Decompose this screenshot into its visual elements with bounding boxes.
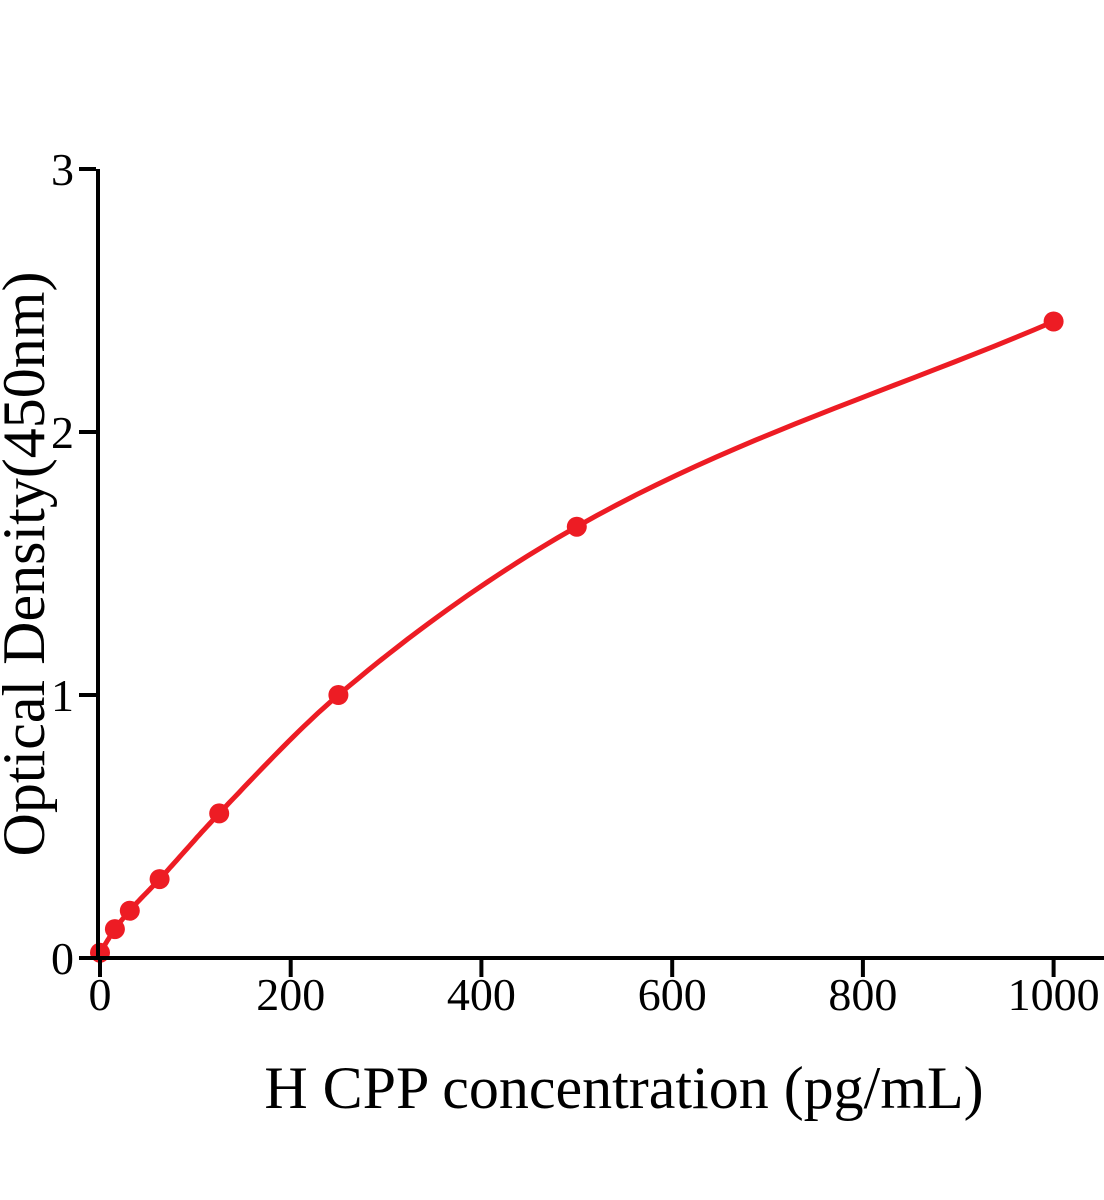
data-series-layer <box>90 311 1064 963</box>
data-point <box>328 685 349 705</box>
y-tick-label: 0 <box>51 933 74 984</box>
axis-lines <box>96 169 1104 960</box>
y-tick-label: 2 <box>51 407 74 458</box>
data-point <box>566 516 587 537</box>
x-tick-label: 200 <box>256 969 325 1020</box>
data-point <box>119 900 140 921</box>
series-line <box>97 319 1057 956</box>
y-tick-label: 3 <box>51 144 74 195</box>
x-axis-title: H CPP concentration (pg/mL) <box>264 1055 983 1121</box>
y-axis-title: Optical Density(450nm) <box>0 272 57 857</box>
y-tick-label: 1 <box>51 670 74 721</box>
x-tick-label: 0 <box>89 969 112 1020</box>
tick-labels-layer: 0 1 2 3 0 200 400 600 800 1000 <box>51 144 1100 1020</box>
data-point <box>1043 311 1064 332</box>
data-point <box>104 919 125 940</box>
x-tick-label: 800 <box>828 969 897 1020</box>
x-tick-label: 600 <box>638 969 707 1020</box>
x-tick-label: 400 <box>447 969 516 1020</box>
axis-ticks-layer <box>79 167 1056 977</box>
data-point <box>209 803 230 824</box>
x-tick-label: 1000 <box>1008 969 1100 1020</box>
axes-layer <box>96 169 1104 960</box>
data-point <box>149 869 170 890</box>
